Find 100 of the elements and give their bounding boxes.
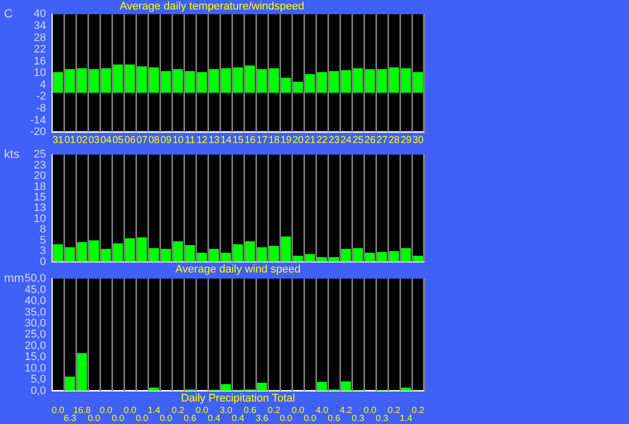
bar [101,68,111,93]
y-tick-label: 22 [34,44,46,56]
bar [401,68,411,93]
bar [53,72,63,93]
y-tick-label: 5,0 [30,374,46,386]
y-tick-label: 50,0 [24,272,46,285]
x-tick-label: 15 [232,134,244,146]
x-tick-label: 22 [316,134,328,146]
x-tick-label: 01 [64,134,76,146]
bar [353,68,363,93]
x-tick-label: 12 [196,134,208,146]
x-tick-label: 10 [172,134,184,146]
bar [221,384,231,391]
data-label: 0.2 [268,404,280,415]
x-tick-label: 18 [268,134,280,146]
y-tick-label: 0,0 [30,384,46,397]
data-label: 0.4 [208,412,220,423]
y-tick-label: 35,0 [24,306,46,318]
bar [389,251,399,262]
data-label: 0.6 [184,412,196,423]
x-tick-label: 11 [184,134,196,146]
chart-title: Average daily temperature/windspeed [120,0,304,13]
bar [113,64,123,93]
bar [401,248,411,262]
data-label: 0.2 [412,404,424,415]
data-label: 0.0 [304,412,316,423]
x-tick-label: 21 [304,134,316,146]
data-label: 0.6 [244,404,256,415]
y-tick-label: 18 [34,180,46,193]
bar [113,243,123,262]
x-tick-label: 29 [400,134,412,146]
x-tick-label: 09 [160,134,172,146]
bar [233,67,243,93]
bar [125,238,135,262]
bar [209,248,219,262]
data-label: 0.0 [196,404,208,415]
x-tick-label: 14 [220,134,232,146]
bar [401,388,411,391]
bar [149,388,159,391]
bar [65,69,75,93]
bar [221,68,231,93]
bar [257,382,267,391]
y-tick-label: 0 [40,256,46,268]
data-label: 0.3 [376,412,388,423]
bar [65,376,75,391]
bar [317,257,327,262]
bar [77,242,87,262]
bar [149,248,159,262]
bar [305,254,315,262]
data-label: 0.0 [280,412,292,423]
y-axis-title: mm [4,270,24,285]
data-label: 0.0 [292,404,304,415]
bar [377,69,387,93]
x-tick-label: 30 [412,134,424,146]
y-tick-label: 25,0 [24,328,46,341]
x-tick-label: 25 [352,134,364,146]
bar [125,64,135,93]
data-label: 0.6 [328,412,340,423]
y-tick-label: 45,0 [24,284,46,296]
x-tick-label: 06 [124,134,136,146]
x-tick-label: 31 [52,134,64,146]
y-tick-label: 10 [34,67,46,80]
bar [377,252,387,262]
x-tick-label: 03 [88,134,100,146]
data-label: 0.4 [232,412,244,423]
x-tick-label: 24 [340,134,352,146]
bar [329,71,339,93]
x-tick-label: 20 [292,134,304,146]
bar [281,78,291,93]
bar [341,381,351,391]
bar [413,256,423,262]
data-label: 16.8 [73,404,91,415]
x-tick-label: 08 [148,134,160,146]
data-label: 0.0 [100,404,112,415]
y-tick-label: 23 [34,159,46,172]
bar [413,72,423,93]
data-label: 0.0 [124,404,136,415]
bar [341,248,351,262]
x-tick-label: 13 [208,134,220,146]
bar [257,69,267,93]
data-label: 0.2 [172,404,184,415]
bar [161,248,171,262]
data-label: 0.0 [364,404,376,415]
data-label: 0.0 [112,412,124,423]
bar [149,67,159,93]
bar [281,236,291,262]
y-tick-label: 20 [34,170,46,182]
bar [341,70,351,93]
x-tick-label: 05 [112,134,124,146]
y-tick-label: -8 [36,102,46,114]
bar [137,66,147,93]
bar [389,67,399,93]
y-tick-label: 8 [40,224,46,236]
bar [197,252,207,262]
bar [89,240,99,262]
y-tick-label: 16 [34,55,46,68]
data-label: 1.4 [148,404,160,415]
data-label: 0.0 [136,412,148,423]
data-label: 0.3 [352,412,364,423]
data-label: 3.0 [220,404,232,415]
